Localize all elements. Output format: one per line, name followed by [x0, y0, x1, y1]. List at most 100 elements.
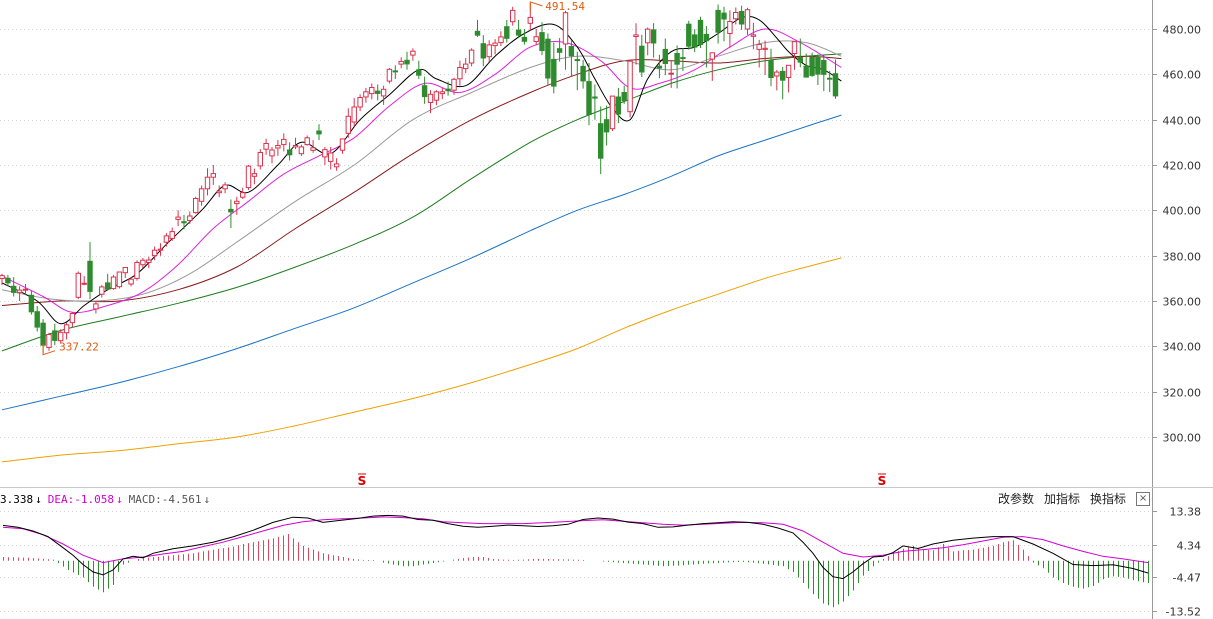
ma250-line [1, 257, 842, 463]
candle [580, 59, 586, 89]
macd-value: MACD:-4.561 [128, 492, 202, 506]
candle [110, 274, 117, 290]
s-marker: S [878, 474, 887, 488]
candle-body [744, 9, 751, 30]
candle [269, 146, 275, 164]
candle-body [328, 152, 334, 162]
candle-body [375, 90, 381, 94]
high-label: 491.54 [545, 0, 585, 13]
candle [427, 90, 434, 114]
candle [539, 22, 545, 56]
candle-body [586, 81, 592, 115]
indicator-toolbar: 改参数 加指标 换指标 × [998, 490, 1151, 507]
candle-body [609, 95, 616, 130]
candle [551, 42, 557, 94]
candle [363, 87, 369, 103]
price-tick-label: 460.00 [1163, 69, 1202, 82]
candle-body [433, 91, 440, 101]
candle [0, 273, 5, 286]
candle [310, 140, 316, 153]
candlesticks [0, 2, 839, 353]
price-tick-label: 340.00 [1163, 341, 1202, 354]
candle [228, 199, 234, 228]
macd-arrow-icon: ↓ [203, 492, 211, 506]
candle-body [692, 34, 698, 48]
candle-body [157, 248, 164, 251]
candle [515, 19, 522, 39]
candle [298, 144, 305, 156]
candle [474, 19, 481, 37]
candle-body [351, 106, 357, 123]
macd-header: 3.338 ↓ DEA:-1.058 ↓ MACD:-4.561 ↓ [0, 490, 210, 508]
candle [486, 40, 492, 63]
candle [445, 81, 451, 96]
candle [286, 142, 293, 161]
candle-body [222, 184, 228, 190]
add-indicator-button[interactable]: 加指标 [1044, 492, 1081, 506]
candle [645, 27, 651, 56]
candle-body [815, 56, 821, 75]
candle-body [216, 190, 222, 194]
candle [257, 149, 264, 170]
candle-body [240, 192, 246, 198]
candle-body [439, 91, 446, 95]
candle-body [680, 57, 686, 60]
candle [234, 196, 240, 215]
candle-body [251, 173, 258, 177]
candle-body [451, 78, 457, 91]
price-tick-label: 380.00 [1163, 251, 1202, 264]
candle-body [738, 11, 745, 25]
candle-body [257, 152, 264, 167]
s-marker: S [358, 474, 367, 488]
candle [439, 87, 446, 100]
candle [386, 68, 393, 84]
candle [140, 257, 146, 269]
candle-body [263, 143, 269, 150]
candle-body [416, 69, 422, 76]
candle-body [650, 29, 657, 44]
close-icon[interactable]: × [1136, 491, 1151, 506]
change-params-button[interactable]: 改参数 [998, 492, 1035, 506]
candle [598, 106, 604, 175]
candle-body [75, 272, 81, 298]
candle [181, 214, 187, 230]
candle [339, 138, 346, 154]
candle [93, 301, 99, 314]
candle [603, 105, 610, 146]
dea-arrow-icon: ↓ [115, 492, 123, 506]
dif-value: 3.338 [0, 492, 34, 506]
candle-body [827, 77, 833, 80]
candle-body [404, 59, 410, 65]
candle [750, 22, 757, 50]
candle [615, 87, 621, 124]
candle [134, 260, 140, 281]
candle-body [146, 259, 152, 263]
candle-body [292, 145, 299, 148]
candle-body [486, 44, 492, 58]
candle [668, 60, 674, 88]
candle [821, 55, 827, 92]
candle [709, 52, 715, 81]
candle [169, 227, 175, 241]
candle-body [568, 46, 575, 57]
candle [357, 94, 363, 112]
candle [22, 284, 29, 296]
candle [380, 85, 387, 105]
candle [63, 322, 70, 340]
candle [498, 31, 504, 46]
candle-body [662, 48, 668, 65]
dea-value: DEA:-1.058 [47, 492, 114, 506]
candle [210, 165, 217, 185]
candle [128, 277, 134, 287]
candle [803, 53, 809, 78]
candle-body [492, 42, 498, 47]
candle-body [386, 68, 393, 82]
price-tick-label: 420.00 [1163, 160, 1202, 173]
candle-body [322, 149, 328, 158]
candle [680, 48, 686, 71]
candle [727, 10, 733, 48]
candle-body [22, 288, 29, 291]
candle-body [380, 88, 387, 97]
candle-body [63, 324, 70, 334]
switch-indicator-button[interactable]: 换指标 [1090, 492, 1127, 506]
